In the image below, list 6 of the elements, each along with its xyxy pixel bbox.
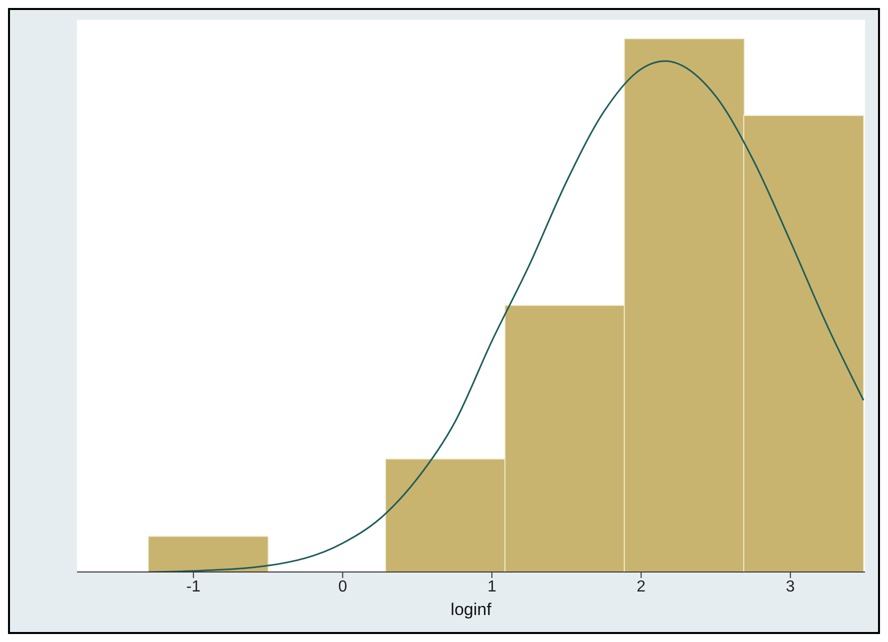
x-tick-label: -1 (186, 578, 201, 596)
x-tick-label: 1 (487, 578, 496, 596)
x-tick-label: 3 (786, 578, 795, 596)
x-tick-label: 2 (636, 578, 646, 596)
x-axis-title: loginf (450, 600, 492, 619)
x-tick-label: 0 (338, 578, 348, 596)
